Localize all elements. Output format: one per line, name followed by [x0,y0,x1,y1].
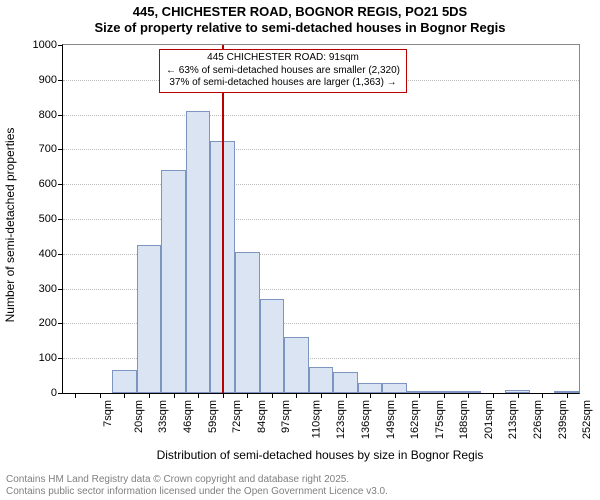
gridline [63,149,579,150]
xtick-mark [346,393,347,398]
ytick-label: 800 [39,109,63,121]
info-box-line: 445 CHICHESTER ROAD: 91sqm [166,52,400,65]
chart-title: 445, CHICHESTER ROAD, BOGNOR REGIS, PO21… [0,0,600,20]
gridline [63,184,579,185]
xtick-mark [100,393,101,398]
xtick-label: 72sqm [231,400,243,433]
ytick-label: 900 [39,74,63,86]
histogram-bar [112,370,137,393]
histogram-bar [333,372,358,393]
chart-subtitle: Size of property relative to semi-detach… [0,20,600,36]
xtick-label: 59sqm [207,400,219,433]
ytick-label: 200 [39,317,63,329]
plot-area: 010020030040050060070080090010007sqm20sq… [62,44,580,394]
gridline [63,115,579,116]
footer-line-2: Contains public sector information licen… [6,486,388,498]
y-axis-label: Number of semi-detached properties [3,51,17,399]
histogram-bar [137,245,162,393]
xtick-label: 136sqm [360,400,372,439]
ytick-label: 600 [39,178,63,190]
ytick-label: 100 [39,352,63,364]
info-box-line: 37% of semi-detached houses are larger (… [166,77,400,90]
histogram-bar [161,170,186,393]
xtick-label: 149sqm [385,400,397,439]
xtick-label: 239sqm [557,400,569,439]
xtick-mark [370,393,371,398]
gridline [63,219,579,220]
xtick-label: 97sqm [280,400,292,433]
xtick-label: 226sqm [532,400,544,439]
xtick-mark [321,393,322,398]
ytick-label: 700 [39,143,63,155]
xtick-mark [75,393,76,398]
histogram-bar [284,337,309,393]
histogram-bar [260,299,285,393]
footer-line-1: Contains HM Land Registry data © Crown c… [6,474,388,486]
ytick-label: 400 [39,248,63,260]
xtick-mark [272,393,273,398]
xtick-mark [223,393,224,398]
xtick-mark [468,393,469,398]
xtick-label: 20sqm [133,400,145,433]
reference-info-box: 445 CHICHESTER ROAD: 91sqm← 63% of semi-… [159,49,407,93]
xtick-mark [542,393,543,398]
ytick-label: 300 [39,283,63,295]
ytick-label: 500 [39,213,63,225]
histogram-bar [186,111,211,393]
xtick-label: 84sqm [256,400,268,433]
xtick-label: 123sqm [336,400,348,439]
ytick-label: 0 [51,387,63,399]
xtick-label: 188sqm [458,400,470,439]
footer-attribution: Contains HM Land Registry data © Crown c… [6,474,388,498]
xtick-mark [444,393,445,398]
xtick-mark [395,393,396,398]
xtick-label: 252sqm [581,400,593,439]
xtick-label: 33sqm [157,400,169,433]
histogram-bar [382,383,407,393]
xtick-mark [198,393,199,398]
xtick-mark [518,393,519,398]
xtick-mark [247,393,248,398]
ytick-label: 1000 [33,39,63,51]
xtick-label: 46sqm [182,400,194,433]
xtick-label: 175sqm [434,400,446,439]
xtick-label: 7sqm [102,400,114,427]
reference-line [222,45,224,393]
xtick-label: 213sqm [508,400,520,439]
xtick-mark [567,393,568,398]
xtick-mark [174,393,175,398]
chart-container: 445, CHICHESTER ROAD, BOGNOR REGIS, PO21… [0,0,600,500]
xtick-mark [149,393,150,398]
histogram-bar [358,383,383,393]
xtick-mark [296,393,297,398]
xtick-label: 162sqm [409,400,421,439]
info-box-line: ← 63% of semi-detached houses are smalle… [166,65,400,78]
histogram-bar [309,367,334,393]
xtick-label: 201sqm [483,400,495,439]
xtick-mark [419,393,420,398]
x-axis-label: Distribution of semi-detached houses by … [62,448,578,462]
histogram-bar [235,252,260,393]
xtick-mark [493,393,494,398]
xtick-label: 110sqm [310,400,322,438]
xtick-mark [124,393,125,398]
